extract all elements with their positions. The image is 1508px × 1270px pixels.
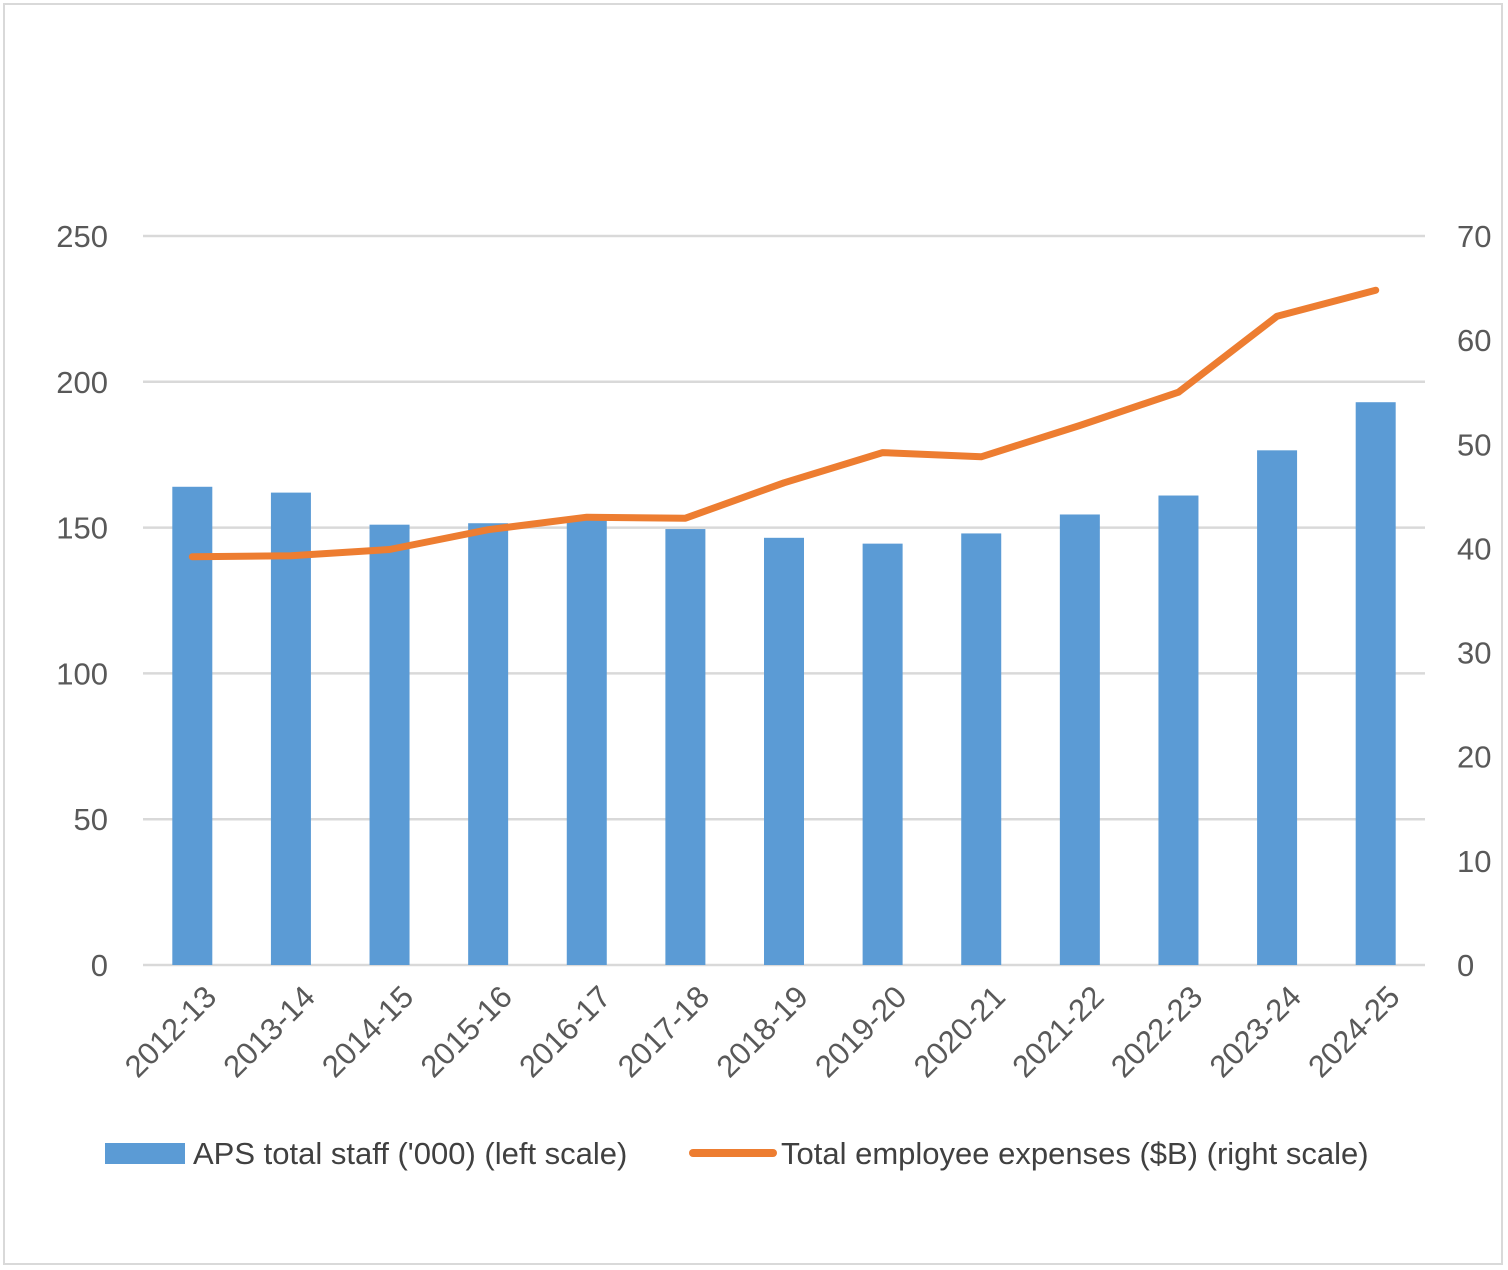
right-axis-tick-label: 0	[1457, 948, 1474, 983]
right-axis-tick-label: 60	[1457, 323, 1491, 358]
x-axis-tick-label: 2021-22	[1005, 979, 1110, 1084]
x-axis-tick-label: 2024-25	[1301, 979, 1406, 1084]
left-axis-tick-label: 100	[56, 656, 108, 691]
bar	[1355, 402, 1396, 965]
right-axis-tick-label: 10	[1457, 844, 1491, 879]
x-axis-tick-label: 2017-18	[611, 979, 716, 1084]
x-axis-tick-label: 2012-13	[118, 979, 223, 1084]
legend-label-staff: APS total staff ('000) (left scale)	[193, 1136, 627, 1171]
right-axis-tick-label: 20	[1457, 740, 1491, 775]
bar	[665, 529, 706, 965]
bar	[172, 486, 213, 965]
bar	[468, 523, 509, 965]
bar	[862, 543, 903, 965]
legend-label-expenses: Total employee expenses ($B) (right scal…	[781, 1136, 1369, 1171]
left-axis-tick-label: 0	[91, 948, 108, 983]
bar	[1257, 450, 1298, 965]
right-axis-tick-label: 50	[1457, 427, 1491, 462]
left-axis: 0 50 100 150 200 250	[56, 219, 108, 983]
legend: APS total staff ('000) (left scale) Tota…	[105, 1136, 1369, 1171]
left-axis-tick-label: 150	[56, 511, 108, 546]
x-axis-tick-label: 2015-16	[414, 979, 519, 1084]
x-axis-tick-label: 2018-19	[710, 979, 815, 1084]
bar	[270, 492, 311, 965]
x-axis-tick-label: 2019-20	[808, 979, 913, 1084]
bar-series	[172, 402, 1396, 965]
bar	[1158, 495, 1199, 965]
left-axis-tick-label: 50	[74, 802, 108, 837]
bar	[764, 537, 804, 965]
x-axis-tick-label: 2013-14	[217, 979, 322, 1084]
chart-frame	[3, 3, 1503, 1265]
x-axis-tick-label: 2020-21	[907, 979, 1012, 1084]
gridlines	[143, 234, 1425, 967]
right-axis: 0 10 20 30 40 50 60 70	[1457, 219, 1491, 983]
x-axis-tick-label: 2023-24	[1203, 979, 1308, 1084]
x-axis-tick-label: 2022-23	[1104, 979, 1209, 1084]
bar	[1059, 514, 1100, 965]
bar	[369, 524, 410, 965]
line-series	[188, 286, 1380, 561]
x-axis: 2012-132013-142014-152015-162016-172017-…	[118, 979, 1407, 1084]
bar	[961, 533, 1002, 965]
left-axis-tick-label: 250	[56, 219, 108, 254]
right-axis-tick-label: 70	[1457, 219, 1491, 254]
legend-swatch-staff	[105, 1143, 185, 1164]
right-axis-tick-label: 30	[1457, 636, 1491, 671]
left-axis-tick-label: 200	[56, 365, 108, 400]
x-axis-tick-label: 2016-17	[512, 979, 617, 1084]
bar	[566, 518, 607, 965]
right-axis-tick-label: 40	[1457, 531, 1491, 566]
x-axis-tick-label: 2014-15	[315, 979, 420, 1084]
